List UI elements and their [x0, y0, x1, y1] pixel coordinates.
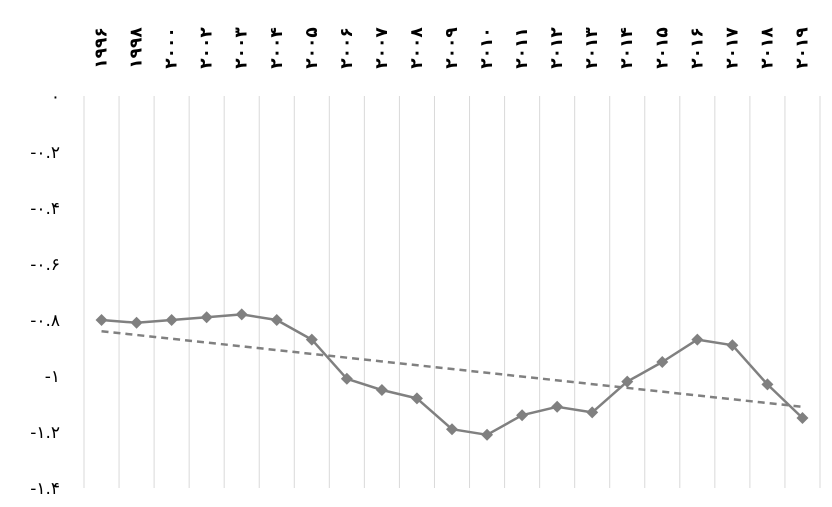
x-tick-label: ۱۹۹۸ [127, 27, 147, 69]
x-tick-label: ۲۰۱۳ [582, 27, 602, 69]
x-tick-label: ۲۰۰۴ [267, 27, 287, 69]
y-tick-label: ۰ [51, 87, 60, 107]
series-line [95, 308, 809, 441]
y-tick-label: -۰.۴ [30, 199, 60, 219]
x-tick-label: ۲۰۰۵ [302, 27, 322, 69]
x-tick-label: ۲۰۱۹ [792, 27, 812, 69]
x-axis: ۱۹۹۶ ۱۹۹۸ ۲۰۰۰ ۲۰۰۲ ۲۰۰۳ ۲۰۰۴ ۲۰۰۵ ۲۰۰۶ ۲۰۰۷ ۲۰۰۸… [92, 27, 813, 69]
y-tick-label: -۱ [45, 367, 60, 387]
data-point [130, 316, 143, 329]
x-tick-label: ۲۰۰۳ [232, 27, 252, 69]
gridlines [83, 96, 821, 488]
x-tick-label: ۲۰۰۷ [372, 27, 392, 69]
x-tick-label: ۲۰۱۷ [722, 27, 742, 69]
y-axis: ۰ -۰.۲ -۰.۴ -۰.۶ -۰.۸ -۱ -۱.۲ -۱.۴ [30, 87, 60, 499]
x-tick-label: ۲۰۱۸ [757, 27, 777, 69]
y-tick-label: -۰.۸ [30, 311, 60, 331]
data-point [551, 400, 564, 413]
data-point [796, 412, 809, 424]
x-tick-label: ۲۰۱۲ [547, 27, 567, 69]
y-tick-label: -۱.۴ [30, 479, 60, 499]
x-tick-label: ۲۰۰۹ [442, 27, 462, 69]
data-point [270, 314, 283, 326]
data-point [586, 406, 599, 419]
data-point [410, 392, 423, 405]
data-point [375, 384, 388, 396]
data-point [340, 372, 353, 385]
x-tick-label: ۲۰۱۵ [652, 27, 672, 69]
data-point [235, 308, 248, 321]
y-tick-label: -۱.۲ [30, 423, 60, 443]
data-point [305, 333, 318, 346]
data-point [691, 333, 704, 346]
x-tick-label: ۲۰۰۶ [337, 27, 357, 69]
x-tick-label: ۲۰۰۸ [407, 27, 427, 69]
trendline [101, 329, 803, 409]
x-tick-label: ۱۹۹۶ [92, 27, 112, 69]
data-point [446, 423, 458, 436]
trend-line [101, 329, 803, 409]
x-tick-label: ۲۰۱۴ [617, 27, 637, 69]
data-point [165, 314, 178, 326]
x-tick-label: ۲۰۰۲ [197, 27, 217, 69]
data-point [95, 314, 108, 326]
x-tick-label: ۲۰۱۶ [687, 27, 707, 69]
x-tick-label: ۲۰۰۰ [162, 27, 182, 69]
y-tick-label: -۰.۶ [30, 255, 60, 275]
data-point [761, 378, 774, 391]
data-point [516, 409, 529, 422]
data-point [481, 428, 494, 441]
data-point [621, 375, 634, 388]
y-tick-label: -۰.۲ [30, 143, 60, 163]
x-tick-label: ۲۰۱۰ [477, 27, 497, 69]
data-point [656, 356, 669, 368]
x-tick-label: ۲۰۱۱ [512, 27, 532, 69]
data-point [200, 311, 213, 324]
data-point [726, 339, 739, 352]
